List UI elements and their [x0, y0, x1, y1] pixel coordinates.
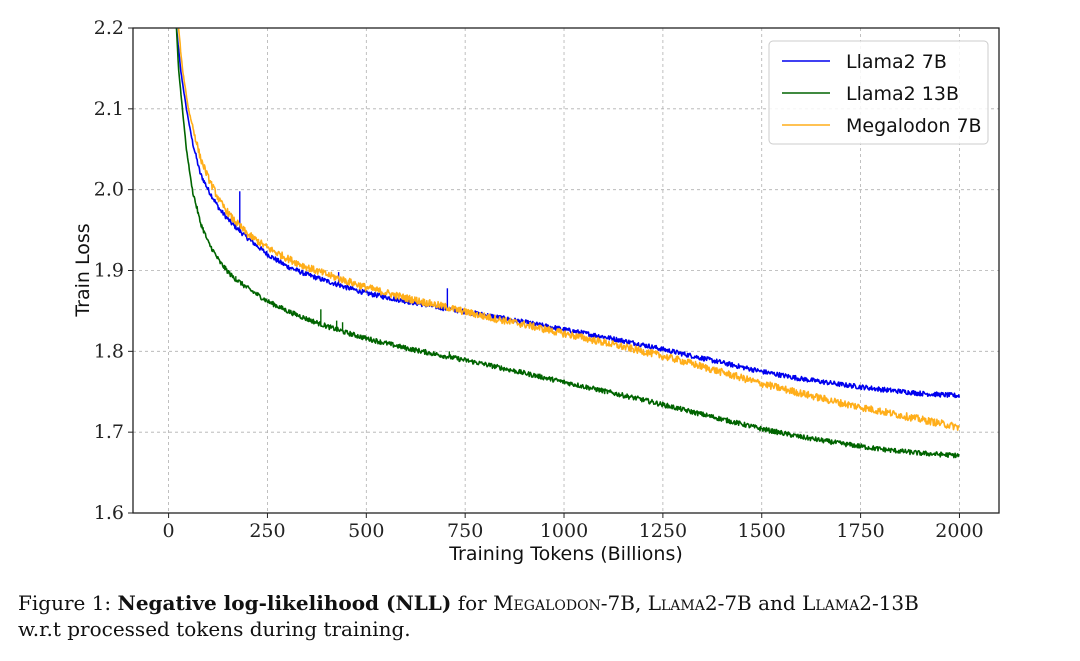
- y-tick-label-3: 1.9: [94, 260, 124, 282]
- x-tick-label-4: 1000: [540, 520, 588, 542]
- figure-caption: Figure 1: Negative log-likelihood (NLL) …: [18, 590, 1068, 642]
- x-axis-label: Training Tokens (Billions): [448, 543, 683, 565]
- caption-prefix: Figure 1:: [18, 591, 112, 615]
- legend: Llama2 7B Llama2 13B Megalodon 7B: [768, 40, 989, 145]
- series-line-1: [175, 28, 960, 459]
- y-tick-label-5: 2.1: [94, 98, 124, 120]
- series-lines: [175, 28, 961, 459]
- x-tick-label-0: 0: [163, 520, 175, 542]
- caption-megalodon: Megalodon: [493, 591, 601, 615]
- caption-text-1: for: [457, 591, 487, 615]
- y-tick-label-4: 2.0: [94, 179, 124, 201]
- caption-llama-1: Llama: [647, 591, 705, 615]
- legend-label-1: Llama2 13B: [846, 83, 959, 105]
- series-line-0: [175, 28, 961, 399]
- caption-t3: 2-13B: [859, 591, 919, 615]
- loss-chart: 0 250 500 750 1000 1250 1500 1750 2000 1.6 1.7 1.8…: [72, 17, 1000, 565]
- y-tick-label-6: 2.2: [94, 17, 124, 39]
- caption-llama-2: Llama: [802, 591, 860, 615]
- x-ticks: 0 250 500 750 1000 1250 1500 1750 2000: [163, 513, 984, 542]
- x-tick-label-5: 1250: [639, 520, 687, 542]
- legend-label-2: Megalodon 7B: [846, 115, 982, 137]
- y-ticks: 1.6 1.7 1.8 1.9 2.0 2.1 2.2: [94, 17, 133, 524]
- x-tick-label-8: 2000: [935, 520, 983, 542]
- x-tick-label-3: 750: [447, 520, 483, 542]
- y-axis-label: Train Loss: [72, 223, 94, 317]
- y-tick-label-2: 1.8: [94, 340, 124, 362]
- y-tick-label-0: 1.6: [94, 502, 124, 524]
- caption-line-2: w.r.t processed tokens during training.: [18, 617, 411, 641]
- x-tick-label-2: 500: [348, 520, 384, 542]
- x-tick-label-6: 1500: [738, 520, 786, 542]
- legend-box: [768, 40, 989, 145]
- series-line-2: [177, 28, 960, 431]
- caption-t2: 2-7B and: [704, 591, 796, 615]
- caption-bold: Negative log-likelihood (NLL): [117, 591, 452, 615]
- x-tick-label-1: 250: [249, 520, 285, 542]
- x-tick-label-7: 1750: [836, 520, 884, 542]
- y-tick-label-1: 1.7: [94, 421, 124, 443]
- legend-label-0: Llama2 7B: [846, 51, 947, 73]
- caption-t1: -7B,: [600, 591, 642, 615]
- caption-line-1: Figure 1: Negative log-likelihood (NLL) …: [18, 590, 1068, 616]
